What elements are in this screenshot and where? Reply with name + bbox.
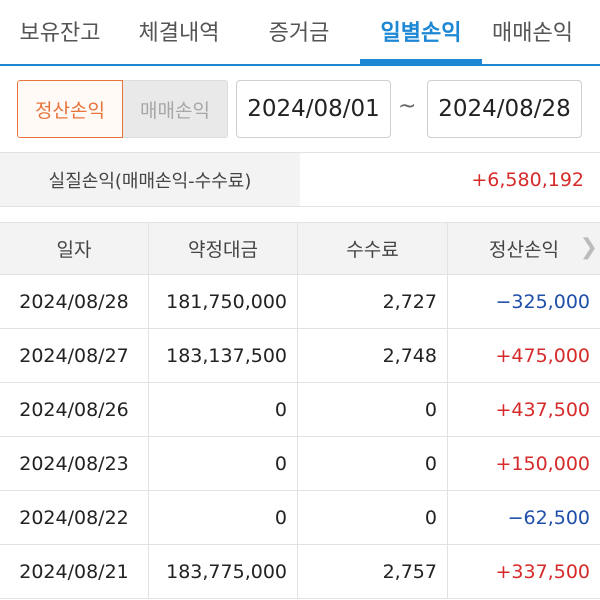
cell-contract-amount: 0 <box>149 383 298 436</box>
header-date: 일자 <box>0 223 149 274</box>
cell-date: 2024/08/26 <box>0 383 149 436</box>
tab-daily-pnl[interactable]: 일별손익 <box>360 0 482 64</box>
end-date-field[interactable]: 2024/08/28 <box>427 80 582 138</box>
cell-date: 2024/08/27 <box>0 329 149 382</box>
settlement-pnl-button[interactable]: 정산손익 <box>17 80 123 138</box>
daily-pnl-table: 일자 약정대금 수수료 정산손익 ❯ 2024/08/28 181,750,000… <box>0 222 600 599</box>
header-contract-amount: 약정대금 <box>149 223 298 274</box>
table-row[interactable]: 2024/08/26 0 0 +437,500 <box>0 383 600 437</box>
filter-bar: 정산손익 매매손익 2024/08/01 ~ 2024/08/28 <box>0 80 600 138</box>
tab-trading-pnl[interactable]: 매매손익 <box>492 21 573 46</box>
cell-date: 2024/08/23 <box>0 437 149 490</box>
cell-settlement-pnl: +337,500 <box>495 560 591 583</box>
trading-pnl-button[interactable]: 매매손익 <box>123 80 228 138</box>
table-row[interactable]: 2024/08/23 0 0 +150,000 <box>0 437 600 491</box>
table-row[interactable]: 2024/08/22 0 0 −62,500 <box>0 491 600 545</box>
table-row[interactable]: 2024/08/21 183,775,000 2,757 +337,500 <box>0 545 600 599</box>
tab-margin[interactable]: 증거금 <box>268 21 330 46</box>
header-settlement-pnl: 정산손익 ❯ <box>448 223 600 274</box>
table-body: 2024/08/28 181,750,000 2,727 −325,000 2024/0… <box>0 275 600 599</box>
cell-settlement-pnl: +437,500 <box>495 398 591 421</box>
header-fee: 수수료 <box>298 223 448 274</box>
cell-fee: 0 <box>298 383 448 436</box>
table-row[interactable]: 2024/08/27 183,137,500 2,748 +475,000 <box>0 329 600 383</box>
cell-date: 2024/08/28 <box>0 275 149 328</box>
cell-fee: 2,757 <box>298 545 448 598</box>
cell-settlement-pnl: −325,000 <box>495 290 591 313</box>
cell-fee: 2,727 <box>298 275 448 328</box>
cell-contract-amount: 183,137,500 <box>149 329 298 382</box>
cell-contract-amount: 0 <box>149 437 298 490</box>
tab-executions[interactable]: 체결내역 <box>138 21 220 46</box>
summary-value: +6,580,192 <box>471 168 584 191</box>
tab-bar: 보유잔고 체결내역 증거금 일별손익 매매손익 <box>0 0 600 66</box>
cell-settlement-pnl: +475,000 <box>495 344 591 367</box>
table-header: 일자 약정대금 수수료 정산손익 ❯ <box>0 222 600 275</box>
realized-pnl-summary: 실질손익(매매손익-수수료) +6,580,192 <box>0 152 600 207</box>
cell-contract-amount: 181,750,000 <box>149 275 298 328</box>
pnl-type-toggle: 정산손익 매매손익 <box>17 80 228 138</box>
tab-underline <box>0 64 600 66</box>
chevron-right-icon[interactable]: ❯ <box>579 235 598 260</box>
cell-fee: 0 <box>298 437 448 490</box>
cell-date: 2024/08/22 <box>0 491 149 544</box>
header-settlement-pnl-label: 정산손익 <box>489 239 559 261</box>
cell-contract-amount: 0 <box>149 491 298 544</box>
table-row[interactable]: 2024/08/28 181,750,000 2,727 −325,000 <box>0 275 600 329</box>
cell-contract-amount: 183,775,000 <box>149 545 298 598</box>
cell-fee: 0 <box>298 491 448 544</box>
cell-fee: 2,748 <box>298 329 448 382</box>
cell-settlement-pnl: +150,000 <box>495 452 591 475</box>
date-range-separator: ~ <box>398 94 417 119</box>
cell-date: 2024/08/21 <box>0 545 149 598</box>
summary-label: 실질손익(매매손익-수수료) <box>0 153 300 206</box>
start-date-field[interactable]: 2024/08/01 <box>236 80 391 138</box>
cell-settlement-pnl: −62,500 <box>507 506 590 529</box>
tab-holdings[interactable]: 보유잔고 <box>19 21 101 46</box>
